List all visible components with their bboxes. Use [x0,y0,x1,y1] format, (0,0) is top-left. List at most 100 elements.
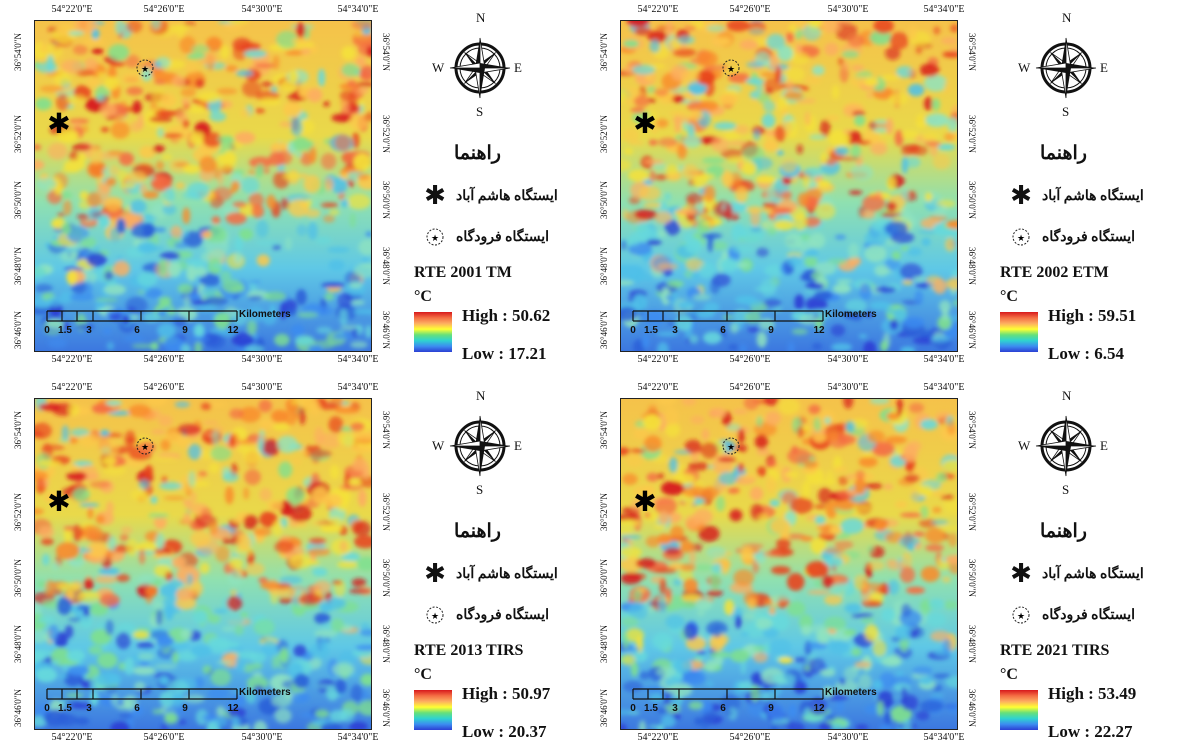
compass-label-w: W [432,60,445,75]
scale-bar-label: 9 [768,325,774,336]
hashemabad-station-marker: ✱ [633,485,656,518]
legend-item-airport-station: ایستگاه فرودگاه ★ [1010,226,1135,248]
scale-bar-label: 0 [44,325,50,336]
latitude-tick-right: 36°52'0"N [967,115,977,153]
temperature-unit: °C [414,288,432,305]
temperature-raster: ✱★ [35,399,371,729]
latitude-tick-right: 36°52'0"N [381,493,391,531]
longitude-tick-bottom: 54°22'0"E [51,354,93,365]
compass-rose-icon [1035,415,1097,477]
panel-title: RTE 2021 TIRS [1000,642,1110,659]
legend-label-airport: ایستگاه فرودگاه [456,229,550,245]
longitude-tick-bottom: 54°22'0"E [51,732,93,743]
compass-label-n: N [476,10,486,25]
legend-label-airport: ایستگاه فرودگاه [1042,607,1136,623]
latitude-tick-right: 36°54'0"N [967,411,977,449]
legend-label-hashemabad: ایستگاه هاشم آباد [456,188,558,204]
legend-low-value: Low : 20.37 [462,722,547,741]
scale-bar: 0 1.5 3 6 9 12 Kilometers [629,307,876,337]
scale-bar-label: 12 [227,703,239,714]
circled-star-icon: ★ [424,604,446,626]
asterisk-icon: ✱ [424,559,446,589]
compass-label-w: W [1018,438,1031,453]
latitude-tick-right: 36°48'0"N [381,247,391,285]
latitude-tick-right: 36°50'0"N [381,181,391,219]
legend-high-value: High : 50.97 [462,684,551,703]
latitude-tick-right: 36°54'0"N [967,33,977,71]
latitude-tick-left: 36°46'0"N [13,311,23,349]
compass-rose-icon [449,415,511,477]
longitude-tick-top: 54°22'0"E [637,4,679,15]
north-arrow-compass: N S E W [1014,388,1118,497]
svg-text:★: ★ [727,443,735,453]
panel-title: RTE 2002 ETM [1000,264,1109,281]
latitude-tick-right: 36°50'0"N [967,181,977,219]
longitude-tick-top: 54°30'0"E [241,4,283,15]
longitude-tick-bottom: 54°30'0"E [827,732,869,743]
longitude-tick-bottom: 54°26'0"E [143,732,185,743]
longitude-tick-top: 54°34'0"E [923,4,965,15]
latitude-tick-right: 36°46'0"N [381,311,391,349]
scale-bar-label: 9 [182,703,188,714]
scale-bar-label: 1.5 [58,703,72,714]
latitude-tick-left: 36°48'0"N [599,625,609,663]
legend-title: راهنما [454,143,501,164]
asterisk-icon: ✱ [424,181,446,211]
scale-bar-label: 12 [227,325,239,336]
compass-label-n: N [476,388,486,403]
scale-bar-unit: Kilometers [239,687,291,698]
circled-star-icon: ★ [424,226,446,248]
scale-bar-label: 6 [134,703,140,714]
scale-bar-label: 0 [44,703,50,714]
legend-item-hashemabad-station: ایستگاه هاشم آباد ✱ [424,559,558,589]
scale-bar-label: 3 [86,703,92,714]
compass-rose-icon [1035,37,1097,99]
hashemabad-station-marker: ✱ [47,107,70,140]
hashemabad-station-marker: ✱ [47,485,70,518]
latitude-tick-left: 36°48'0"N [599,247,609,285]
scale-bar-label: 9 [768,703,774,714]
scale-bar-graphic [632,688,824,700]
compass-label-w: W [1018,60,1031,75]
compass-label-s: S [476,482,484,497]
temperature-unit: °C [1000,288,1018,305]
longitude-tick-top: 54°26'0"E [143,4,185,15]
airport-station-marker: ★ [136,59,154,77]
temperature-color-ramp [1000,312,1038,352]
svg-text:★: ★ [141,443,149,453]
scale-bar-label: 6 [720,325,726,336]
longitude-tick-top: 54°34'0"E [923,382,965,393]
legend-low-value: Low : 22.27 [1048,722,1133,741]
legend-high-value: High : 59.51 [1048,306,1137,325]
temperature-raster: ✱★ [621,399,957,729]
map-frame: ✱ ★ 0 1.5 3 6 9 12 Kilometers [34,398,372,730]
latitude-tick-right: 36°46'0"N [967,689,977,727]
scale-bar-unit: Kilometers [825,309,877,320]
latitude-tick-left: 36°54'0"N [599,33,609,71]
latitude-tick-left: 36°48'0"N [13,247,23,285]
temperature-unit: °C [414,666,432,683]
north-arrow-compass: N S E W [428,388,532,497]
panel-title: RTE 2001 TM [414,264,512,281]
latitude-tick-right: 36°50'0"N [381,559,391,597]
temperature-color-ramp [1000,690,1038,730]
compass-label-s: S [476,104,484,119]
longitude-tick-bottom: 54°30'0"E [241,732,283,743]
scale-bar-label: 1.5 [644,325,658,336]
scale-bar-label: 0 [630,703,636,714]
compass-label-s: S [1062,482,1070,497]
latitude-tick-left: 36°50'0"N [13,559,23,597]
legend-item-airport-station: ایستگاه فرودگاه ★ [424,604,549,626]
map-panel: ✱ ★ 0 1.5 3 6 9 12 Kilometers 54°22'0"E 54°22'0"E 5… [0,378,590,754]
compass-label-n: N [1062,10,1072,25]
latitude-tick-right: 36°52'0"N [381,115,391,153]
temperature-unit: °C [1000,666,1018,683]
compass-label-e: E [1100,60,1108,75]
asterisk-icon: ✱ [1010,181,1032,211]
legend-low-value: Low : 6.54 [1048,344,1125,363]
svg-text:★: ★ [431,612,439,622]
legend-title: راهنما [1040,143,1087,164]
longitude-tick-bottom: 54°26'0"E [729,354,771,365]
svg-text:★: ★ [431,234,439,244]
legend-label-hashemabad: ایستگاه هاشم آباد [1042,566,1144,582]
